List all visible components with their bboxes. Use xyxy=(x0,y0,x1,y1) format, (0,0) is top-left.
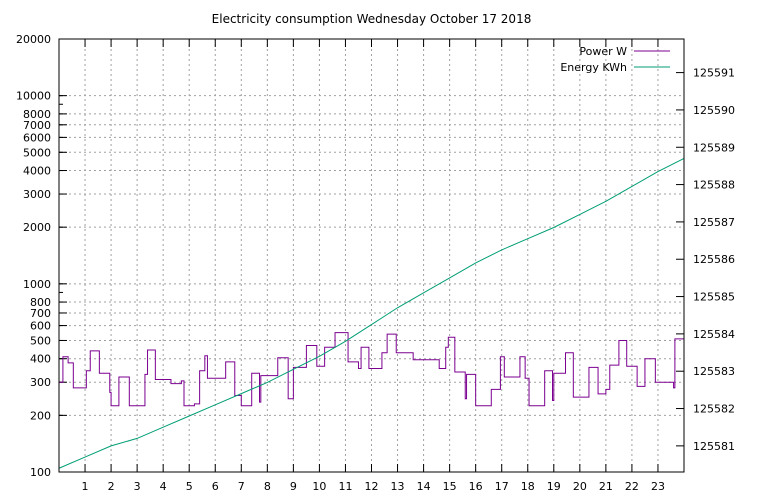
x-tick-label: 6 xyxy=(212,480,219,493)
y-tick-label: 100 xyxy=(30,466,51,479)
x-tick-label: 7 xyxy=(238,480,245,493)
x-tick-label: 11 xyxy=(338,480,352,493)
x-tick-label: 13 xyxy=(391,480,405,493)
x-tick-label: 16 xyxy=(469,480,483,493)
y-tick-label: 5000 xyxy=(23,146,51,159)
x-tick-label: 22 xyxy=(625,480,639,493)
legend-label-1: Energy KWh xyxy=(560,61,627,74)
legend-label-0: Power W xyxy=(579,45,627,58)
x-tick-label: 9 xyxy=(290,480,297,493)
y-tick-label: 3000 xyxy=(23,188,51,201)
y-tick-label: 500 xyxy=(30,334,51,347)
y-tick-label: 600 xyxy=(30,320,51,333)
x-tick-label: 21 xyxy=(599,480,613,493)
x-axis-ticks: 1 2 3 4 5 6 7 8 9 10 11 12 13 14 15 16 17 18 19 20 21 22 23 xyxy=(82,39,665,493)
x-tick-label: 5 xyxy=(186,480,193,493)
grid-layer xyxy=(59,39,684,472)
y2-tick-label: 125583 xyxy=(693,365,735,378)
y-tick-label: 10000 xyxy=(16,90,51,103)
y-tick-label: 800 xyxy=(30,296,51,309)
y-tick-label: 20000 xyxy=(16,33,51,46)
y2-tick-label: 125581 xyxy=(693,440,735,453)
y2-axis-ticks: 125581 125582 125583 125584 125585 125586 1255… xyxy=(676,67,735,453)
y2-tick-label: 125590 xyxy=(693,104,735,117)
y-tick-label: 400 xyxy=(30,353,51,366)
x-tick-label: 4 xyxy=(160,480,167,493)
series-line-1 xyxy=(58,158,685,469)
y-tick-label: 2000 xyxy=(23,221,51,234)
x-tick-label: 19 xyxy=(547,480,561,493)
x-tick-label: 12 xyxy=(365,480,379,493)
x-tick-label: 10 xyxy=(312,480,326,493)
x-tick-label: 20 xyxy=(573,480,587,493)
y2-tick-label: 125591 xyxy=(693,67,735,80)
y-tick-label: 200 xyxy=(30,409,51,422)
y2-tick-label: 125582 xyxy=(693,403,735,416)
y-tick-label: 700 xyxy=(30,307,51,320)
x-tick-label: 15 xyxy=(443,480,457,493)
x-tick-label: 1 xyxy=(82,480,89,493)
y-tick-label: 300 xyxy=(30,376,51,389)
x-tick-label: 14 xyxy=(417,480,431,493)
series-layer xyxy=(58,158,685,469)
x-tick-label: 23 xyxy=(651,480,665,493)
chart-title: Electricity consumption Wednesday Octobe… xyxy=(212,12,532,26)
y-tick-label: 8000 xyxy=(23,108,51,121)
x-tick-label: 8 xyxy=(264,480,271,493)
y2-tick-label: 125588 xyxy=(693,179,735,192)
y-tick-label: 7000 xyxy=(23,119,51,132)
y-tick-label: 4000 xyxy=(23,165,51,178)
y2-tick-label: 125589 xyxy=(693,141,735,154)
x-tick-label: 2 xyxy=(108,480,115,493)
plot-frame xyxy=(58,38,685,473)
y-tick-label: 6000 xyxy=(23,131,51,144)
legend: Power W Energy KWh xyxy=(560,45,670,74)
x-tick-label: 17 xyxy=(495,480,509,493)
x-tick-label: 3 xyxy=(134,480,141,493)
y2-tick-label: 125587 xyxy=(693,216,735,229)
y2-tick-label: 125585 xyxy=(693,291,735,304)
y2-tick-label: 125586 xyxy=(693,253,735,266)
y-tick-label: 1000 xyxy=(23,278,51,291)
y2-tick-label: 125584 xyxy=(693,328,735,341)
series-line-0 xyxy=(59,332,684,407)
x-tick-label: 18 xyxy=(521,480,535,493)
